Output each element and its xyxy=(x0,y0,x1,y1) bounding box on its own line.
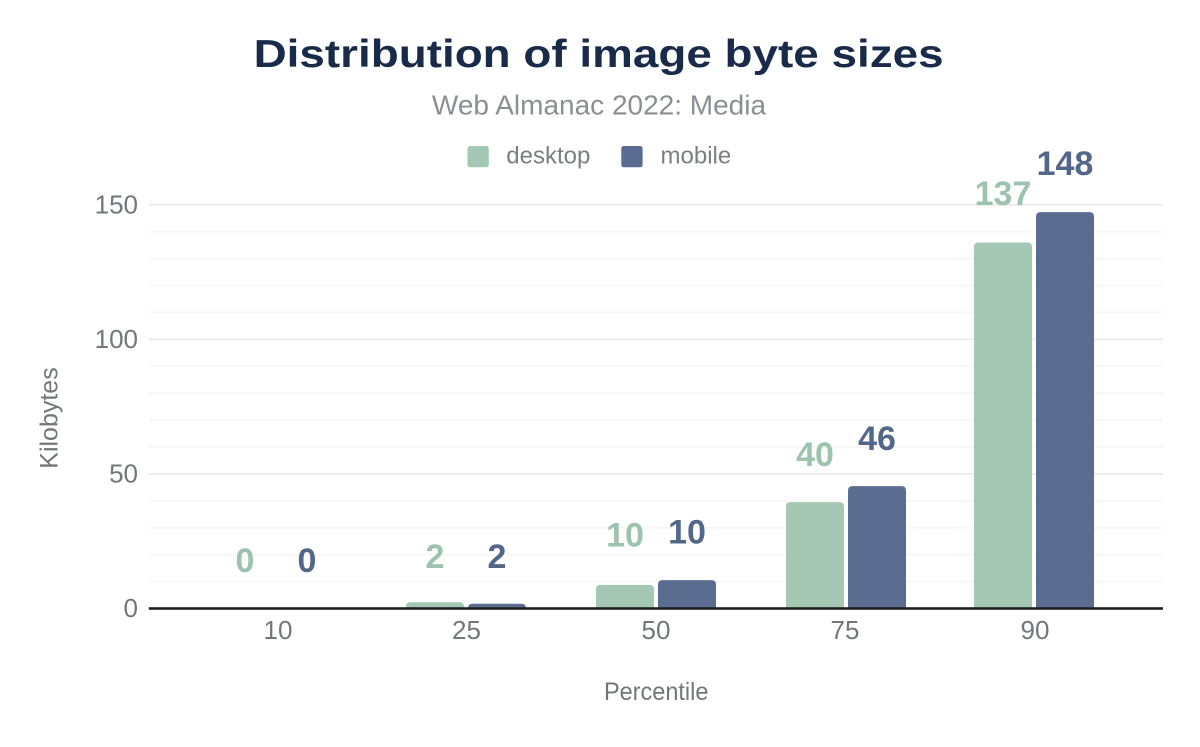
svg-text:Web Almanac 2022: Media: Web Almanac 2022: Media xyxy=(432,89,767,120)
svg-text:0: 0 xyxy=(124,593,138,623)
svg-text:150: 150 xyxy=(95,189,138,219)
svg-text:Kilobytes: Kilobytes xyxy=(35,367,63,468)
svg-text:25: 25 xyxy=(452,615,481,645)
svg-text:2: 2 xyxy=(426,538,445,576)
svg-text:10: 10 xyxy=(606,516,644,554)
svg-text:46: 46 xyxy=(858,420,896,458)
svg-text:100: 100 xyxy=(95,324,138,354)
svg-text:50: 50 xyxy=(109,459,138,489)
svg-text:50: 50 xyxy=(642,615,671,645)
svg-text:mobile: mobile xyxy=(661,143,732,170)
svg-text:10: 10 xyxy=(668,513,706,551)
svg-text:10: 10 xyxy=(264,615,293,645)
svg-text:90: 90 xyxy=(1021,615,1050,645)
svg-text:75: 75 xyxy=(831,615,860,645)
svg-text:2: 2 xyxy=(488,538,507,576)
svg-text:desktop: desktop xyxy=(506,143,590,170)
svg-text:0: 0 xyxy=(298,542,317,580)
svg-text:Percentile: Percentile xyxy=(604,678,709,706)
svg-text:148: 148 xyxy=(1037,145,1094,183)
svg-text:40: 40 xyxy=(796,436,834,474)
svg-text:Distribution of image byte siz: Distribution of image byte sizes xyxy=(254,33,944,76)
svg-text:0: 0 xyxy=(236,542,255,580)
svg-text:137: 137 xyxy=(975,175,1032,213)
